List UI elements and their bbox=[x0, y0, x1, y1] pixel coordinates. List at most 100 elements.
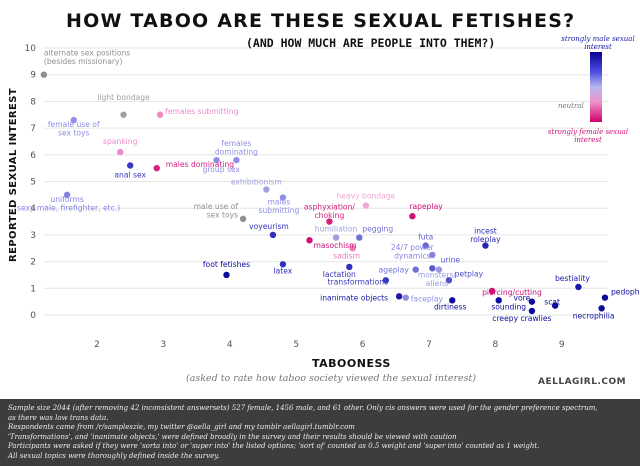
data-point bbox=[449, 297, 456, 304]
scatter-plot: 0 1 2 3 4 5 6 7 8 9 10 2 3 4 5 6 7 8 9 alternate sex posit… bbox=[14, 44, 640, 350]
point-label: exhibitionism bbox=[231, 178, 282, 187]
point-label-line: sadism bbox=[333, 251, 360, 260]
x-tick-label: 4 bbox=[227, 340, 233, 350]
footnote-line: Participants were asked if they were 'so… bbox=[8, 442, 540, 450]
data-point bbox=[402, 294, 409, 301]
data-point bbox=[349, 245, 356, 252]
point-label: scat bbox=[544, 298, 560, 307]
point-label: spanking bbox=[103, 137, 138, 146]
point-label-line: ageplay bbox=[379, 266, 410, 275]
point-label: females dominating bbox=[215, 139, 258, 157]
point-label: bestiality bbox=[555, 274, 590, 283]
legend-female-label: strongly female sexual interest bbox=[547, 128, 629, 144]
point-label: faceplay bbox=[411, 295, 444, 304]
point-label-line: sex toys bbox=[58, 129, 90, 138]
data-point bbox=[239, 215, 247, 223]
point-label-line: creepy crawlies bbox=[492, 314, 551, 323]
point-label: light bondage bbox=[97, 93, 150, 102]
data-point bbox=[127, 162, 134, 169]
point-label-line: lactation bbox=[323, 270, 356, 279]
point-label-line: petplay bbox=[455, 269, 484, 278]
point-label-line: faceplay bbox=[411, 295, 444, 304]
point-label-line: alternate sex positions bbox=[44, 49, 130, 58]
point-label: incest roleplay bbox=[470, 227, 501, 245]
point-label: voyeurism bbox=[249, 222, 289, 231]
chart-subtitle: (AND HOW MUCH ARE PEOPLE INTO THEM?) bbox=[246, 36, 496, 50]
point-label-line: dynamics bbox=[394, 251, 430, 260]
point-label-line: transformations bbox=[328, 277, 388, 286]
point-label-line: submitting bbox=[259, 206, 300, 215]
data-point bbox=[279, 261, 287, 268]
point-label-line: necrophilia bbox=[573, 311, 615, 320]
point-label: urine bbox=[441, 255, 461, 264]
site-credit: AELLAGIRL.COM bbox=[538, 377, 627, 387]
point-label: group sex bbox=[203, 165, 241, 174]
point-label: futa bbox=[418, 233, 433, 242]
point-label: male use of sex toys bbox=[194, 202, 239, 220]
point-label: creepy crawlies bbox=[492, 314, 551, 323]
point-label: necrophilia bbox=[573, 311, 615, 320]
point-label: uniforms (sexy male, firefighter, etc.) bbox=[14, 195, 120, 213]
footnote-line: All sexual topics were thoroughly define… bbox=[8, 451, 220, 460]
footnotes-panel: Sample size 2044 (after removing 42 inco… bbox=[0, 399, 640, 466]
point-label: rapeplay bbox=[409, 202, 443, 211]
point-label: heavy bondage bbox=[337, 192, 396, 201]
point-label-line: males dominating bbox=[166, 160, 235, 169]
data-point bbox=[213, 156, 220, 164]
point-label-line: bestiality bbox=[555, 274, 590, 283]
point-label: pedophilia bbox=[611, 288, 640, 297]
y-tick-label: 0 bbox=[30, 311, 36, 321]
data-point bbox=[279, 194, 287, 201]
data-point bbox=[70, 116, 77, 124]
point-label-line: futa bbox=[418, 233, 433, 242]
x-tick-label: 9 bbox=[559, 340, 565, 350]
point-label: piercing/cutting bbox=[482, 288, 542, 297]
x-tick-label: 8 bbox=[493, 340, 499, 350]
point-label-line: choking bbox=[315, 211, 345, 220]
data-point bbox=[63, 191, 71, 199]
point-label: monsters/aliens bbox=[418, 271, 457, 289]
y-tick-label: 2 bbox=[30, 258, 36, 268]
data-point bbox=[332, 234, 340, 241]
point-label-line: (besides missionary) bbox=[44, 57, 123, 66]
footnote-line: 'Transformations', and 'inanimate object… bbox=[8, 432, 457, 441]
point-label: sounding bbox=[491, 302, 526, 311]
point-label-line: dominating bbox=[215, 148, 258, 157]
point-label: lactation bbox=[323, 270, 356, 279]
data-point bbox=[356, 234, 363, 241]
data-point bbox=[445, 277, 453, 284]
point-label-line: male use of bbox=[194, 202, 239, 211]
point-label: vore bbox=[514, 294, 531, 303]
point-label-line: voyeurism bbox=[249, 222, 289, 231]
point-label-line: heavy bondage bbox=[337, 192, 396, 201]
point-label-line: pegging bbox=[362, 225, 393, 234]
footnote-line: as there was low trans data. bbox=[8, 413, 109, 422]
point-label: pegging bbox=[362, 225, 393, 234]
point-label-line: foot fetishes bbox=[203, 260, 250, 269]
x-tick-label: 5 bbox=[293, 340, 299, 350]
point-label: inanimate objects bbox=[320, 293, 388, 302]
y-tick-label: 5 bbox=[30, 178, 36, 188]
point-label: females submitting bbox=[165, 107, 239, 116]
data-point bbox=[382, 277, 390, 284]
legend-neutral-label: neutral bbox=[558, 102, 584, 110]
point-label: 24/7 power dynamics bbox=[391, 243, 435, 260]
point-label: petplay bbox=[455, 269, 484, 278]
data-point bbox=[488, 287, 496, 295]
data-point bbox=[412, 266, 419, 273]
x-tick-label: 2 bbox=[94, 340, 100, 350]
data-point bbox=[429, 251, 436, 259]
footnote-line: Respondents came from /r/sampleszie, my … bbox=[8, 423, 355, 431]
point-label: males dominating bbox=[166, 160, 235, 169]
data-point bbox=[117, 148, 124, 156]
point-label: dirtiness bbox=[434, 302, 467, 311]
legend-male-label: strongly male sexual interest bbox=[561, 35, 635, 51]
point-label-line: inanimate objects bbox=[320, 293, 388, 302]
point-label: males submitting bbox=[259, 198, 300, 216]
data-point bbox=[156, 111, 164, 118]
point-label-line: roleplay bbox=[470, 235, 501, 244]
data-point bbox=[601, 294, 609, 301]
data-points bbox=[40, 71, 609, 315]
y-tick-label: 9 bbox=[30, 71, 36, 81]
